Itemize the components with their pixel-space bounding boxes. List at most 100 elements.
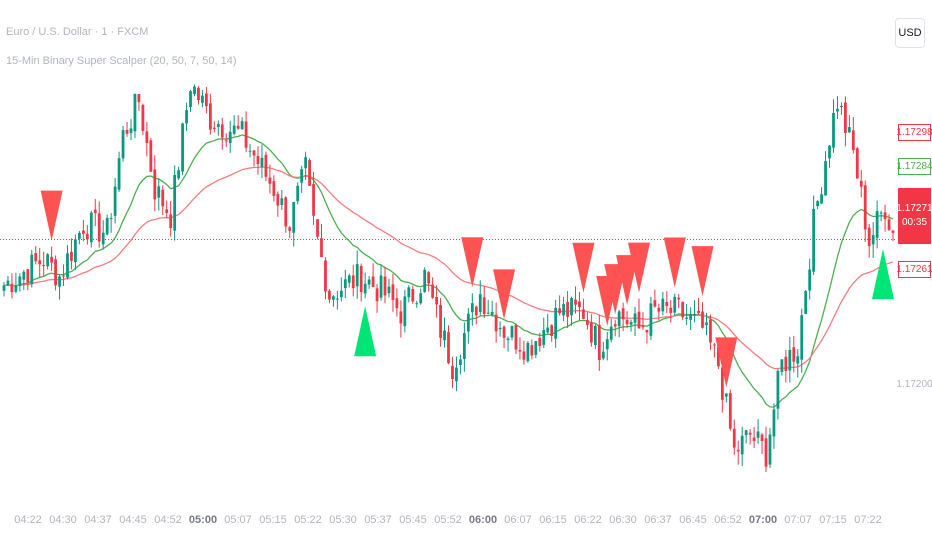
- time-tick-label: 04:52: [154, 514, 182, 526]
- time-tick-label: 06:52: [714, 514, 742, 526]
- sell-signal-arrow: [663, 237, 686, 288]
- candle-body: [784, 356, 788, 371]
- candle-body: [879, 212, 883, 214]
- candle-body: [455, 367, 458, 382]
- candle-body: [486, 312, 490, 314]
- candle-body: [768, 434, 772, 465]
- candle-body: [593, 325, 597, 346]
- candle-body: [89, 212, 93, 243]
- time-tick-label: 04:30: [49, 514, 77, 526]
- candle-body: [324, 260, 327, 292]
- candle-body: [157, 186, 161, 198]
- candle-body: [843, 102, 847, 133]
- candle-body: [232, 125, 236, 134]
- candle-body: [312, 184, 315, 216]
- time-tick-label: 05:22: [294, 514, 322, 526]
- candle-body: [141, 104, 145, 131]
- candle-body: [736, 449, 740, 452]
- candle-body: [129, 128, 133, 134]
- candle-body: [335, 298, 339, 300]
- candle-body: [617, 311, 621, 327]
- candle-body: [252, 150, 256, 156]
- candle-body: [653, 300, 657, 307]
- sell-signal-arrow: [40, 190, 63, 241]
- candle-body: [562, 304, 565, 316]
- candle-body: [875, 211, 879, 238]
- candle-body: [705, 322, 708, 326]
- candle-body: [855, 148, 859, 179]
- currency-button[interactable]: USD: [895, 18, 925, 48]
- candles-layer: [2, 84, 895, 472]
- indicator-title[interactable]: 15-Min Binary Super Scalper (20, 50, 7, …: [6, 55, 237, 67]
- sell-signal-arrow: [572, 242, 595, 293]
- candle-body: [363, 283, 367, 294]
- candle-body: [709, 319, 712, 343]
- candle-body: [54, 259, 57, 286]
- candle-body: [339, 290, 343, 298]
- price-axis-level: 1.17200: [896, 379, 932, 390]
- candle-body: [613, 324, 617, 327]
- candle-body: [415, 303, 419, 305]
- current-price-value: 1.17271: [896, 203, 932, 214]
- candle-body: [832, 113, 835, 148]
- candle-body: [792, 347, 796, 362]
- candle-body: [772, 409, 776, 437]
- candle-body: [105, 217, 109, 235]
- candle-body: [2, 285, 6, 291]
- candle-body: [125, 130, 129, 134]
- candle-body: [538, 337, 542, 346]
- candle-body: [451, 365, 454, 380]
- candle-body: [316, 219, 319, 237]
- time-tick-label: 06:00: [468, 514, 498, 526]
- candle-body: [161, 189, 165, 207]
- candle-body: [498, 327, 502, 330]
- candle-body: [816, 201, 819, 207]
- candle-body: [18, 276, 22, 287]
- candle-body: [796, 356, 800, 364]
- candle-body: [558, 308, 562, 314]
- candle-body: [38, 260, 42, 265]
- sell-signal-arrow: [604, 264, 627, 315]
- candle-body: [697, 310, 700, 314]
- candle-body: [621, 308, 625, 320]
- candle-body: [748, 432, 752, 435]
- candle-body: [570, 297, 573, 316]
- candle-body: [113, 186, 117, 216]
- time-tick-label: 04:37: [84, 514, 112, 526]
- candle-body: [824, 161, 827, 196]
- time-tick-label: 07:15: [819, 514, 847, 526]
- candle-body: [22, 271, 26, 280]
- candle-body: [510, 325, 514, 338]
- candle-body: [66, 253, 69, 278]
- candle-body: [883, 212, 887, 220]
- time-tick-label: 06:45: [679, 514, 707, 526]
- candle-body: [367, 279, 371, 285]
- candle-body: [732, 428, 736, 448]
- buy-signal-arrow: [872, 249, 894, 300]
- candle-body: [530, 345, 534, 356]
- candle-body: [780, 359, 784, 372]
- candle-body: [6, 280, 10, 286]
- candle-body: [169, 214, 173, 229]
- candle-body: [554, 307, 558, 339]
- time-tick-label: 05:45: [399, 514, 427, 526]
- candle-body: [673, 296, 677, 313]
- candle-body: [181, 123, 184, 172]
- candle-body: [764, 438, 768, 467]
- time-tick-label: 04:22: [14, 514, 42, 526]
- candle-body: [582, 309, 585, 319]
- buy-signal-arrow: [354, 306, 377, 357]
- sell-signal-arrow: [715, 337, 738, 388]
- candle-body: [466, 313, 470, 332]
- candle-body: [589, 322, 593, 343]
- candle-body: [256, 156, 260, 164]
- candle-body: [117, 158, 121, 190]
- candle-body: [236, 125, 240, 129]
- candle-body: [216, 123, 220, 127]
- candle-body: [371, 276, 375, 288]
- candle-body: [399, 311, 403, 324]
- candle-body: [502, 326, 506, 338]
- candle-body: [641, 325, 645, 328]
